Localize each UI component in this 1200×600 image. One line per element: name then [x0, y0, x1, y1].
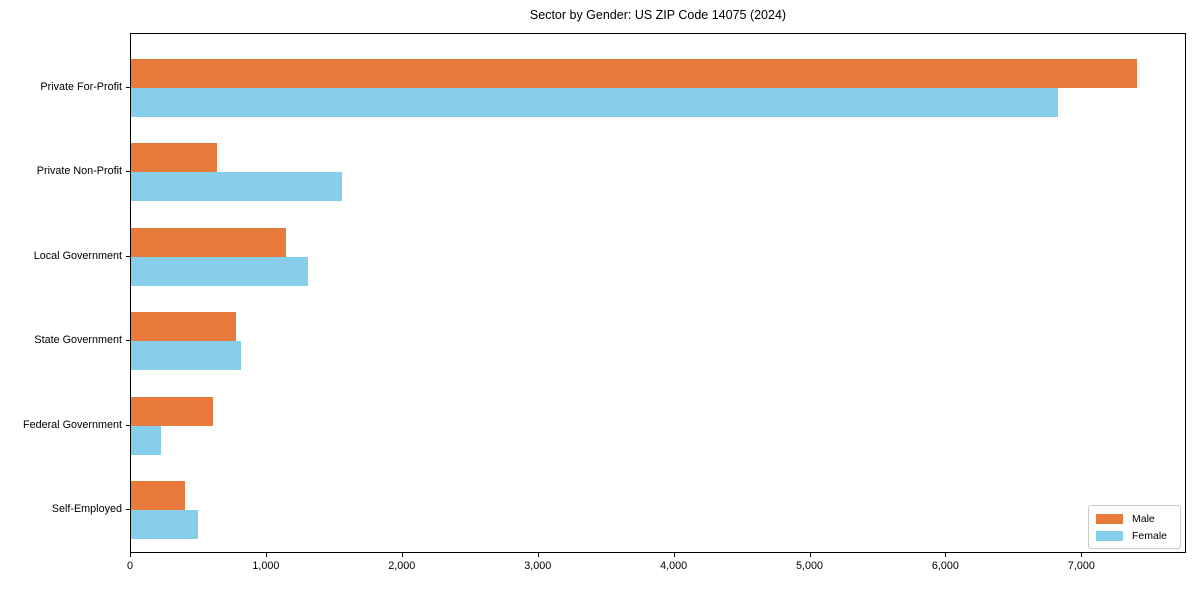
y-tick-label-local-government: Local Government	[33, 249, 122, 262]
y-tick-mark	[126, 424, 130, 426]
bar-male-federal-government	[131, 396, 213, 426]
bar-male-private-non-profit	[131, 143, 217, 173]
y-tick-label-private-for-profit: Private For-Profit	[40, 81, 122, 93]
y-tick-label-federal-government: Federal Government	[22, 418, 122, 431]
legend-label-male: Male	[1132, 512, 1155, 525]
bar-female-private-non-profit	[131, 172, 342, 202]
x-tick-mark	[401, 553, 403, 557]
bar-female-state-government	[131, 341, 242, 371]
bar-female-federal-government	[131, 425, 161, 455]
x-tick-mark	[130, 553, 131, 557]
bar-female-local-government	[131, 256, 308, 286]
y-tick-mark	[126, 340, 130, 342]
chart-title: Sector by Gender: US ZIP Code 14075 (202…	[529, 8, 787, 22]
y-tick-label-self-employed: Self-Employed	[51, 503, 122, 515]
y-tick-mark	[126, 255, 130, 257]
bar-female-private-for-profit	[131, 88, 1058, 117]
y-tick-mark	[126, 87, 130, 88]
y-tick-label-private-non-profit: Private Non-Profit	[36, 165, 122, 178]
legend-label-female: Female	[1132, 529, 1168, 542]
bar-male-local-government	[131, 227, 286, 257]
x-tick-label-6000: 6,000	[931, 560, 959, 572]
bar-female-self-employed	[131, 510, 198, 539]
x-tick-label-4000: 4,000	[660, 560, 688, 572]
x-tick-mark	[537, 553, 539, 557]
x-tick-mark	[265, 553, 267, 557]
x-tick-mark	[945, 553, 947, 557]
x-tick-label-3000: 3,000	[524, 560, 552, 572]
x-tick-label-7000: 7,000	[1067, 560, 1095, 572]
bar-male-private-for-profit	[131, 59, 1137, 88]
legend-swatch-male	[1096, 513, 1123, 524]
plot-area	[130, 33, 1186, 553]
y-tick-mark	[126, 171, 130, 173]
x-tick-label-2000: 2,000	[388, 560, 416, 572]
bar-male-state-government	[131, 312, 236, 342]
x-tick-label-1000: 1,000	[252, 560, 280, 572]
x-tick-label-0: 0	[126, 560, 133, 572]
x-tick-label-5000: 5,000	[796, 560, 824, 572]
legend-item-male: Male	[1096, 513, 1173, 525]
legend-item-female: Female	[1096, 530, 1173, 542]
legend: Male Female	[1088, 505, 1181, 549]
y-tick-label-state-government: State Government	[34, 334, 122, 347]
x-tick-mark	[1081, 553, 1083, 557]
bar-male-self-employed	[131, 481, 186, 510]
legend-swatch-female	[1096, 530, 1123, 541]
y-tick-mark	[126, 509, 130, 510]
x-tick-mark	[673, 553, 675, 557]
x-tick-mark	[809, 553, 811, 557]
